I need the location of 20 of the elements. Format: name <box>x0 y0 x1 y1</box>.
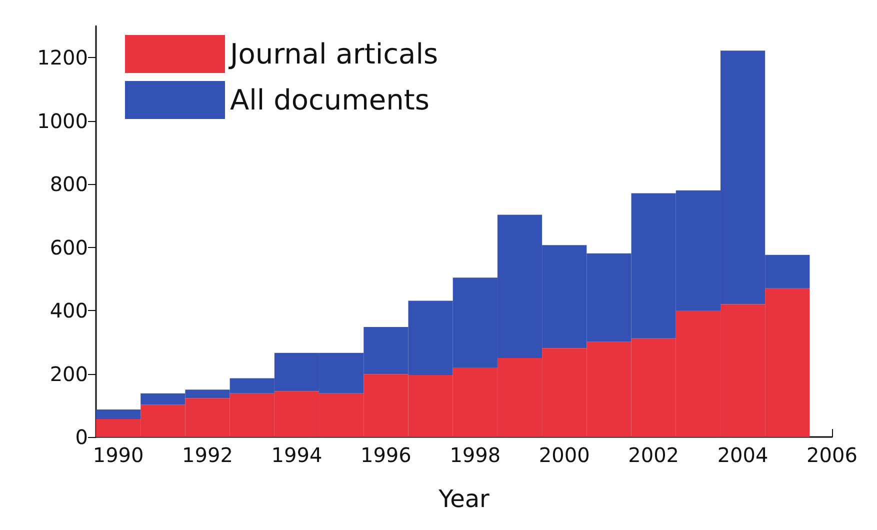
x-tick-label: 1990 <box>92 443 144 467</box>
x-tick-label: 1998 <box>450 443 501 467</box>
x-tick-label: 2002 <box>628 443 680 467</box>
x-tick-label: 1994 <box>271 443 322 467</box>
y-tick-label: 800 <box>50 172 88 196</box>
x-tick-label: 1992 <box>182 443 233 467</box>
x-tick-label: 2000 <box>538 443 590 467</box>
y-tick-label: 0 <box>75 425 88 449</box>
bar <box>96 409 141 419</box>
y-tick-label: 400 <box>50 298 88 323</box>
legend-label: All documents <box>230 84 430 116</box>
y-tick-label: 1000 <box>37 108 88 133</box>
legend-label: Journal articals <box>228 38 438 70</box>
y-tick-label: 600 <box>50 235 88 260</box>
y-tick-label: 200 <box>50 362 88 386</box>
x-tick-label: 1996 <box>360 443 412 467</box>
y-tick-label: 1200 <box>37 46 88 70</box>
x-tick-label: 2004 <box>717 443 768 467</box>
x-axis-title: Year <box>438 485 490 513</box>
x-tick-label: 2006 <box>806 443 858 467</box>
